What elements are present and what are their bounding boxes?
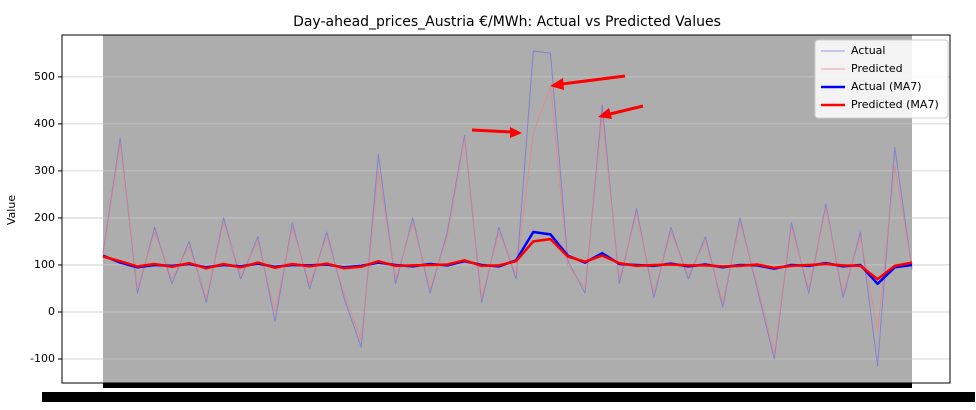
chart-title: Day-ahead_prices_Austria €/MWh: Actual v… — [293, 14, 721, 30]
x-tick-smear — [103, 383, 912, 388]
y-tick-label: 400 — [34, 117, 55, 130]
y-tick-label: 300 — [34, 164, 55, 177]
legend-label: Predicted (MA7) — [851, 98, 939, 111]
y-axis-label: Value — [5, 195, 18, 225]
y-tick-label: 0 — [48, 305, 55, 318]
y-tick-label: 500 — [34, 70, 55, 83]
y-tick-label: 200 — [34, 211, 55, 224]
y-tick-label: 100 — [34, 258, 55, 271]
plot-shade — [103, 35, 912, 383]
legend-label: Predicted — [851, 62, 903, 75]
x-label-smear — [42, 392, 975, 402]
legend: Actual Predicted Actual (MA7) Predicted (MA… — [814, 39, 949, 119]
legend-label: Actual — [851, 44, 885, 57]
annotations — [471, 74, 644, 138]
y-tick-label: -100 — [30, 352, 55, 365]
lines — [102, 50, 913, 367]
legend-label: Actual (MA7) — [851, 80, 922, 93]
line-ma — [102, 237, 913, 281]
